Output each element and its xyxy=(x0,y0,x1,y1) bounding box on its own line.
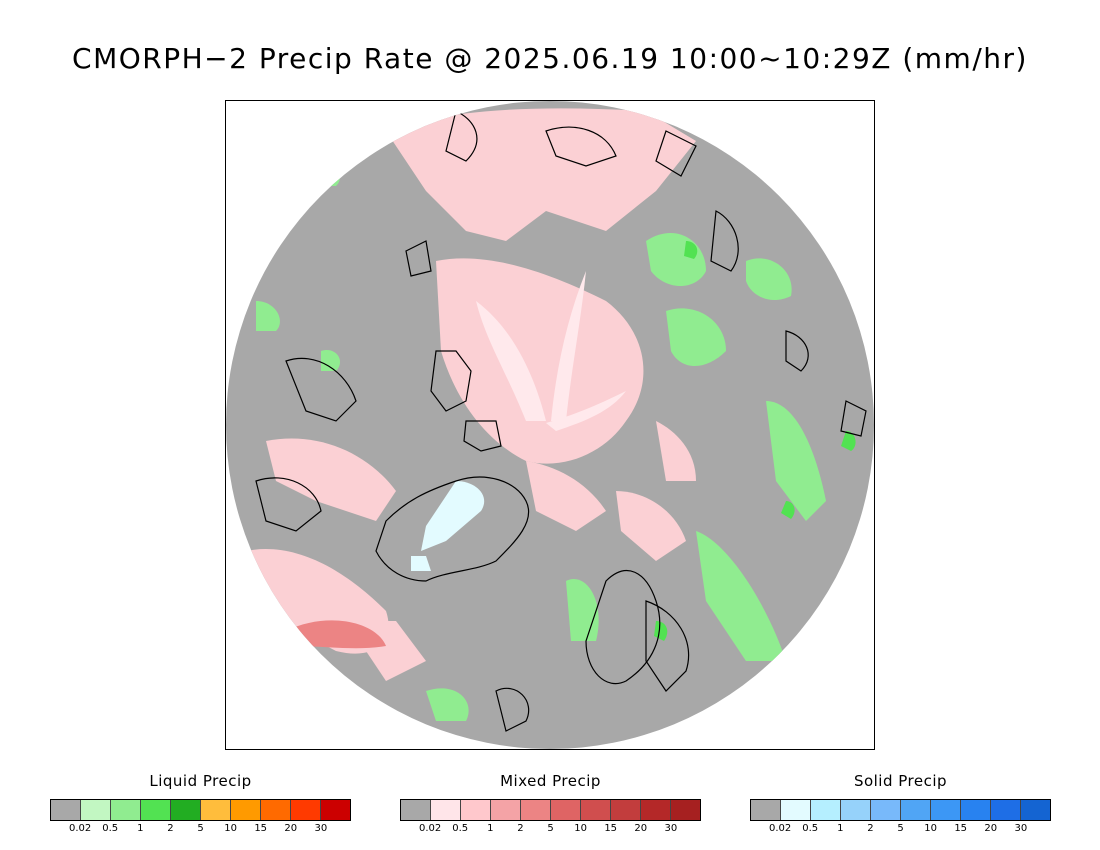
legend-mixed: Mixed Precip 0.02 0.5 1 2 5 10 15 20 30 xyxy=(400,772,701,835)
legend-tick-label: 15 xyxy=(254,823,268,834)
legend-solid: Solid Precip 0.02 0.5 1 2 5 10 15 20 30 xyxy=(750,772,1051,835)
legend-tick-label: 5 xyxy=(897,823,904,834)
legend-tick-label: 30 xyxy=(1014,823,1028,834)
legend-swatch xyxy=(581,800,611,820)
legend-tick-label: 0.5 xyxy=(802,823,819,834)
legend-swatch xyxy=(201,800,231,820)
legend-tick-label: 10 xyxy=(224,823,237,834)
map-panel[interactable] xyxy=(225,100,875,750)
solid-precip-areas xyxy=(411,481,485,571)
legend-tick-label: 0.5 xyxy=(452,823,469,834)
legend-tick-label: 0.02 xyxy=(418,823,442,834)
legend-swatch xyxy=(81,800,111,820)
legend-tick-label: 2 xyxy=(167,823,174,834)
legend-swatch xyxy=(141,800,171,820)
legend-tick-label: 20 xyxy=(984,823,998,834)
legend-swatch xyxy=(901,800,931,820)
mixed-precip-heavy xyxy=(286,620,386,649)
legend-tick-label: 1 xyxy=(137,823,144,834)
legend-swatch xyxy=(431,800,461,820)
legend-swatch xyxy=(491,800,521,820)
legend-tick-label: 2 xyxy=(517,823,524,834)
legend-swatch xyxy=(1021,800,1050,820)
legend-color-bar xyxy=(50,799,351,821)
legend-swatch xyxy=(871,800,901,820)
legend-tick-label: 0.5 xyxy=(102,823,119,834)
legend-tick-label: 5 xyxy=(547,823,554,834)
legend-color-bar xyxy=(400,799,701,821)
legend-ticks: 0.02 0.5 1 2 5 10 15 20 30 xyxy=(50,821,351,835)
legend-swatch xyxy=(611,800,641,820)
legend-swatch xyxy=(401,800,431,820)
precip-map xyxy=(226,101,874,749)
legend-swatch xyxy=(291,800,321,820)
legend-swatch xyxy=(521,800,551,820)
legend-title: Mixed Precip xyxy=(500,772,601,790)
legend-swatch xyxy=(231,800,261,820)
legend-swatch xyxy=(781,800,811,820)
legend-tick-label: 10 xyxy=(924,823,937,834)
liquid-precip-moderate xyxy=(654,241,856,641)
legend-swatch xyxy=(671,800,700,820)
legend-tick-label: 1 xyxy=(487,823,494,834)
legend-swatch xyxy=(321,800,350,820)
legend-swatch xyxy=(841,800,871,820)
legend-swatch xyxy=(171,800,201,820)
legend-tick-label: 20 xyxy=(284,823,298,834)
legend-tick-label: 30 xyxy=(314,823,328,834)
pole-streaks xyxy=(476,271,626,431)
legend-title: Liquid Precip xyxy=(149,772,252,790)
legend-swatch xyxy=(811,800,841,820)
legend-swatch xyxy=(51,800,81,820)
legend-ticks: 0.02 0.5 1 2 5 10 15 20 30 xyxy=(400,821,701,835)
legend-tick-label: 0.02 xyxy=(768,823,792,834)
legend-ticks: 0.02 0.5 1 2 5 10 15 20 30 xyxy=(750,821,1051,835)
legend-color-bar xyxy=(750,799,1051,821)
legend-liquid: Liquid Precip 0.02 0.5 1 2 5 10 15 20 30 xyxy=(50,772,351,835)
legend-tick-label: 30 xyxy=(664,823,678,834)
legend-swatch xyxy=(991,800,1021,820)
legend-swatch xyxy=(111,800,141,820)
legend-tick-label: 10 xyxy=(574,823,587,834)
map-title: CMORPH−2 Precip Rate @ 2025.06.19 10:00~… xyxy=(72,42,1028,75)
liquid-precip-areas xyxy=(256,161,826,721)
legend-tick-label: 0.02 xyxy=(68,823,92,834)
legend-swatch xyxy=(551,800,581,820)
legend-tick-label: 1 xyxy=(837,823,844,834)
legend-tick-label: 15 xyxy=(954,823,968,834)
legend-swatch xyxy=(461,800,491,820)
legend-swatch xyxy=(751,800,781,820)
coastlines xyxy=(255,110,867,732)
legend-tick-label: 5 xyxy=(197,823,204,834)
legend-swatch xyxy=(961,800,991,820)
legend-swatch xyxy=(261,800,291,820)
legend-title: Solid Precip xyxy=(853,772,948,790)
legend-swatch xyxy=(931,800,961,820)
legend-tick-label: 20 xyxy=(634,823,648,834)
legend-swatch xyxy=(641,800,671,820)
legend-tick-label: 15 xyxy=(604,823,618,834)
legend-tick-label: 2 xyxy=(867,823,874,834)
